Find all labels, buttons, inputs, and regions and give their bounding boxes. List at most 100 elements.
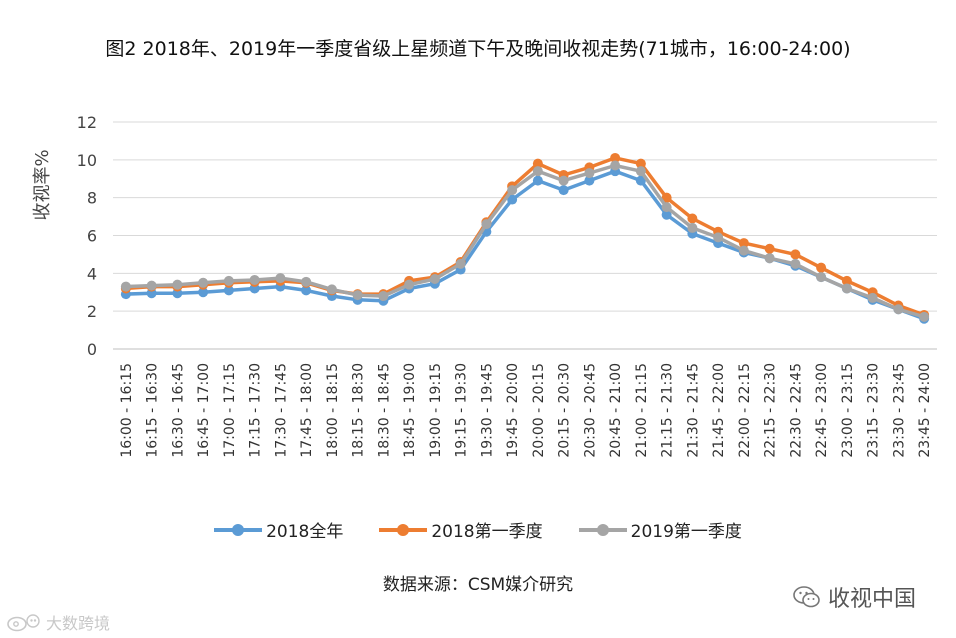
data-point bbox=[841, 283, 852, 294]
data-point bbox=[198, 277, 209, 288]
series-2 bbox=[120, 152, 930, 320]
x-tick-label: 16:30 - 16:45 bbox=[170, 363, 186, 458]
x-tick-label: 23:15 - 23:30 bbox=[866, 363, 882, 458]
x-tick-label: 22:15 - 22:30 bbox=[763, 363, 779, 458]
series-lines bbox=[120, 152, 930, 324]
source-text: 数据来源：CSM媒介研究 bbox=[382, 575, 574, 595]
x-tick-label: 17:00 - 17:15 bbox=[222, 363, 238, 458]
data-point bbox=[610, 160, 621, 171]
data-point bbox=[713, 232, 724, 243]
chart-title: 图2 2018年、2019年一季度省级上星频道下午及晚间收视走势(71城市，16… bbox=[105, 38, 851, 60]
data-point bbox=[532, 175, 543, 186]
x-tick-label: 21:00 - 21:15 bbox=[634, 363, 650, 458]
brand-left-text: 大数跨境 bbox=[46, 614, 111, 633]
x-tick-label: 17:15 - 17:30 bbox=[248, 363, 264, 458]
legend-swatch bbox=[379, 523, 428, 536]
x-tick-label: 16:00 - 16:15 bbox=[119, 363, 135, 458]
data-point bbox=[558, 175, 569, 186]
data-point bbox=[661, 192, 672, 203]
data-point bbox=[532, 166, 543, 177]
data-point bbox=[661, 202, 672, 213]
x-tick-label: 16:15 - 16:30 bbox=[145, 363, 161, 458]
data-point bbox=[223, 285, 234, 296]
x-tick-label: 23:30 - 23:45 bbox=[891, 363, 907, 458]
data-point bbox=[610, 152, 621, 163]
x-tick-label: 18:30 - 18:45 bbox=[376, 363, 392, 458]
x-tick-label: 23:00 - 23:15 bbox=[840, 363, 856, 458]
x-tick-label: 16:45 - 17:00 bbox=[196, 363, 212, 458]
legend-swatch bbox=[578, 523, 627, 536]
y-axis-label: 收视率% bbox=[32, 149, 53, 220]
data-point bbox=[481, 219, 492, 230]
y-tick-label: 0 bbox=[87, 340, 97, 359]
data-point bbox=[764, 243, 775, 254]
brand-watermark-right: 收视中国 bbox=[792, 581, 916, 613]
data-point bbox=[764, 253, 775, 264]
data-point bbox=[867, 292, 878, 303]
x-tick-label: 21:45 - 22:00 bbox=[711, 363, 727, 458]
y-tick-label: 4 bbox=[87, 264, 97, 283]
x-tick-label: 18:45 - 19:00 bbox=[402, 363, 418, 458]
data-point bbox=[790, 249, 801, 260]
data-point bbox=[146, 280, 157, 291]
gridlines bbox=[113, 121, 937, 350]
x-tick-label: 19:45 - 20:00 bbox=[505, 363, 521, 458]
data-point bbox=[816, 262, 827, 273]
data-point bbox=[326, 284, 337, 295]
data-point bbox=[404, 279, 415, 290]
x-tick-label: 17:45 - 18:00 bbox=[299, 363, 315, 458]
x-tick-label: 18:15 - 18:30 bbox=[351, 363, 367, 458]
brand-right-text: 收视中国 bbox=[828, 587, 917, 612]
legend-label: 2019第一季度 bbox=[630, 522, 742, 542]
data-point bbox=[301, 276, 312, 287]
data-point bbox=[919, 311, 930, 322]
data-point bbox=[507, 185, 518, 196]
data-point bbox=[275, 273, 286, 284]
data-point bbox=[893, 304, 904, 315]
data-point bbox=[816, 272, 827, 283]
x-tick-label: 19:15 - 19:30 bbox=[454, 363, 470, 458]
data-point bbox=[558, 185, 569, 196]
data-point bbox=[249, 274, 260, 285]
x-tick-label: 21:15 - 21:30 bbox=[660, 363, 676, 458]
x-tick-label: 19:00 - 19:15 bbox=[428, 363, 444, 458]
y-axis-ticks: 0 2 4 6 8 10 12 bbox=[77, 113, 97, 359]
data-point bbox=[301, 285, 312, 296]
y-tick-label: 8 bbox=[87, 189, 97, 208]
data-point bbox=[584, 175, 595, 186]
data-point bbox=[687, 213, 698, 224]
x-axis-ticks: 16:00 - 16:15 16:15 - 16:30 16:30 - 16:45 1… bbox=[119, 363, 933, 458]
y-tick-label: 12 bbox=[77, 113, 97, 132]
data-point bbox=[223, 275, 234, 286]
x-tick-label: 22:00 - 22:15 bbox=[737, 363, 753, 458]
x-tick-label: 20:15 - 20:30 bbox=[557, 363, 573, 458]
x-tick-label: 21:30 - 21:45 bbox=[685, 363, 701, 458]
data-point bbox=[635, 158, 646, 169]
x-tick-label: 20:30 - 20:45 bbox=[582, 363, 598, 458]
data-point bbox=[635, 175, 646, 186]
data-point bbox=[532, 158, 543, 169]
data-point bbox=[790, 258, 801, 269]
data-point bbox=[635, 166, 646, 177]
data-point bbox=[429, 274, 440, 285]
x-tick-label: 23:45 - 24:00 bbox=[917, 363, 933, 458]
wechat-icon bbox=[793, 586, 820, 608]
legend: 2018全年 2018第一季度 2019第一季度 bbox=[0, 517, 956, 542]
series-1 bbox=[120, 166, 930, 324]
y-tick-label: 2 bbox=[87, 302, 97, 321]
legend-label: 2018全年 bbox=[266, 522, 344, 542]
legend-item: 2018第一季度 bbox=[379, 517, 543, 542]
data-point bbox=[455, 258, 466, 269]
data-point bbox=[687, 222, 698, 233]
legend-label: 2018第一季度 bbox=[431, 522, 543, 542]
y-tick-label: 6 bbox=[87, 227, 97, 246]
legend-swatch bbox=[214, 523, 263, 536]
data-point bbox=[378, 291, 389, 302]
legend-item: 2018全年 bbox=[214, 517, 343, 542]
x-tick-label: 22:45 - 23:00 bbox=[814, 363, 830, 458]
data-point bbox=[738, 245, 749, 256]
data-point bbox=[841, 275, 852, 286]
data-point bbox=[352, 290, 363, 301]
data-point bbox=[584, 168, 595, 179]
series-3 bbox=[120, 160, 930, 322]
